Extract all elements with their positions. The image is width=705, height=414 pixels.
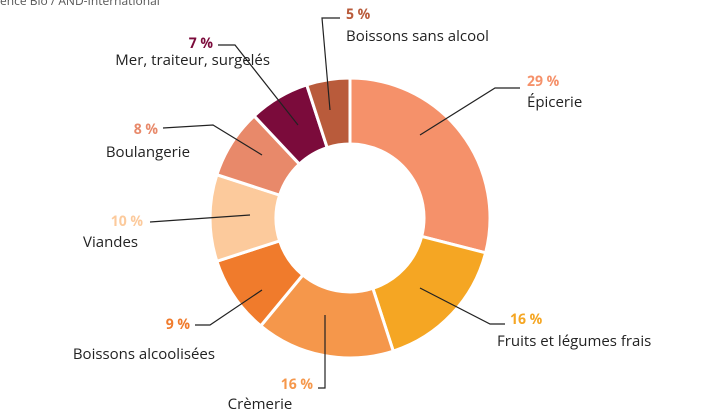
leader-line bbox=[162, 124, 263, 156]
value-label: 16 % bbox=[510, 310, 543, 329]
category-label: Mer, traiteur, surgelés bbox=[115, 50, 270, 70]
leader-line bbox=[195, 289, 263, 326]
leader-line bbox=[321, 17, 340, 111]
value-label: 16 % bbox=[281, 375, 314, 394]
value-label: 8 % bbox=[134, 120, 159, 139]
leader-line bbox=[419, 87, 520, 136]
category-label: Boissons alcoolisées bbox=[73, 344, 215, 364]
slice bbox=[348, 76, 492, 255]
category-label: Viandes bbox=[83, 232, 138, 252]
category-label: Boulangerie bbox=[106, 142, 190, 162]
category-label: Crèmerie bbox=[228, 394, 293, 414]
leader-line bbox=[149, 214, 251, 223]
slice bbox=[370, 234, 488, 354]
source: ence Bio / AND-International bbox=[0, 0, 160, 9]
value-label: 5 % bbox=[346, 5, 371, 24]
leader-line bbox=[218, 44, 299, 126]
value-label: 29 % bbox=[527, 72, 560, 91]
leader-line bbox=[419, 287, 505, 325]
value-label: 7 % bbox=[189, 34, 214, 53]
category-label: Épicerie bbox=[527, 92, 582, 112]
value-label: 9 % bbox=[166, 315, 191, 334]
slice bbox=[304, 76, 352, 150]
leader-line bbox=[318, 315, 326, 389]
value-label: 10 % bbox=[111, 212, 144, 231]
category-label: Boissons sans alcool bbox=[346, 26, 489, 46]
category-label: Fruits et légumes frais bbox=[497, 331, 651, 351]
